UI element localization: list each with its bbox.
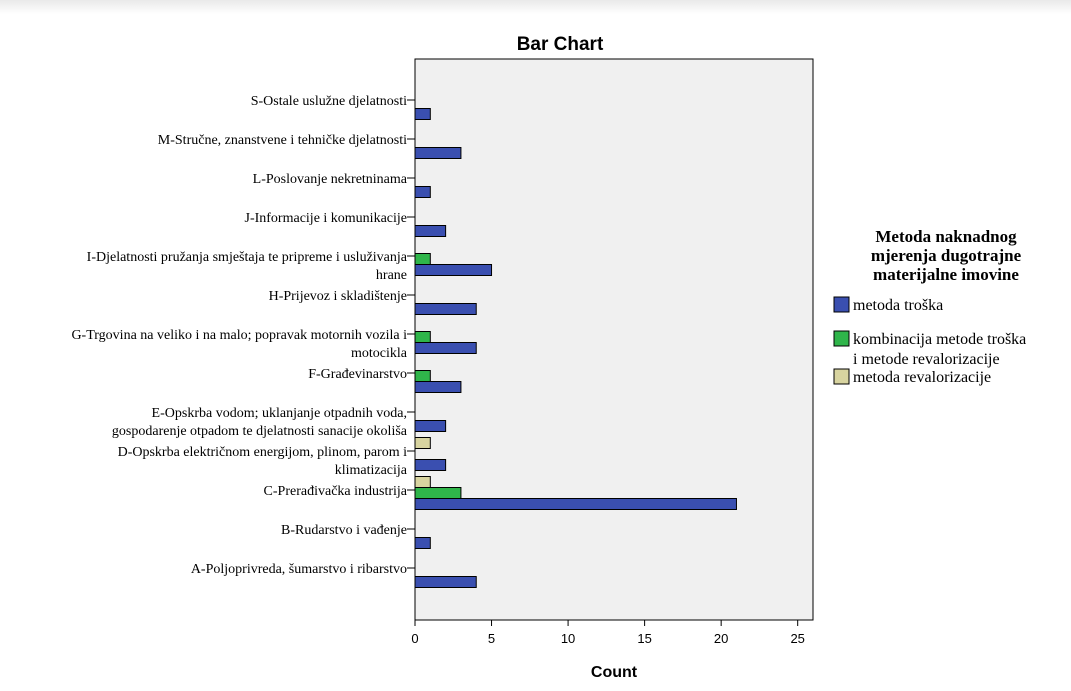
- y-tick-label: H-Prijevoz i skladištenje: [269, 289, 407, 304]
- y-tick-label: B-Rudarstvo i vađenje: [281, 523, 407, 538]
- plot-area: [414, 58, 814, 621]
- legend-swatch: [833, 368, 850, 385]
- y-tick-label-line: B-Rudarstvo i vađenje: [281, 523, 407, 538]
- y-tick-label-line: J-Informacije i komunikacije: [245, 211, 408, 226]
- chart-title: Bar Chart: [517, 34, 604, 55]
- legend-label: kombinacija metode troška i metode revalo…: [853, 331, 1026, 368]
- y-tick-label-line: S-Ostale uslužne djelatnosti: [251, 94, 407, 109]
- legend-swatch: [833, 330, 850, 347]
- y-tick-label: L-Poslovanje nekretninama: [253, 172, 408, 187]
- x-tick-label: 20: [714, 631, 728, 646]
- bar: [414, 108, 431, 120]
- x-tick-label: 15: [637, 631, 651, 646]
- legend-label-line: metoda troška: [853, 297, 943, 314]
- bar: [414, 186, 431, 198]
- legend-label-line: metoda revalorizacije: [853, 369, 991, 386]
- y-tick-label-line: D-Opskrba električnom energijom, plinom,…: [118, 445, 408, 460]
- y-tick-label: E-Opskrba vodom; uklanjanje otpadnih vod…: [112, 406, 408, 439]
- bar: [414, 303, 477, 315]
- x-axis-label: Count: [591, 664, 638, 681]
- y-tick-label-line: hrane: [376, 268, 407, 283]
- y-tick-label: F-Građevinarstvo: [308, 367, 407, 382]
- y-tick-label: M-Stručne, znanstvene i tehničke djelatn…: [158, 133, 407, 148]
- legend-label-line: kombinacija metode troška: [853, 331, 1026, 348]
- bars-group: [414, 108, 737, 588]
- y-axis: S-Ostale uslužne djelatnosti M-Stručne, z…: [71, 94, 415, 577]
- bar: [414, 331, 431, 343]
- y-tick-label: S-Ostale uslužne djelatnosti: [251, 94, 407, 109]
- y-tick-label-line: motocikla: [351, 346, 408, 361]
- x-tick-label: 5: [488, 631, 495, 646]
- y-tick-label-line: klimatizacija: [335, 463, 408, 478]
- bar: [414, 498, 737, 510]
- legend-title-line: materijalne imovine: [873, 265, 1019, 284]
- y-tick-label: G-Trgovina na veliko i na malo; popravak…: [71, 328, 407, 361]
- y-tick-label: J-Informacije i komunikacije: [245, 211, 408, 226]
- bar: [414, 342, 477, 354]
- legend-title: Metoda naknadnog mjerenja dugotrajne mater…: [871, 227, 1022, 284]
- legend-title-line: mjerenja dugotrajne: [871, 246, 1022, 265]
- legend-label: metoda revalorizacije: [853, 369, 991, 386]
- bar: [414, 476, 431, 488]
- y-tick-label: A-Poljoprivreda, šumarstvo i ribarstvo: [191, 562, 407, 577]
- legend-title-line: Metoda naknadnog: [875, 227, 1017, 246]
- bar: [414, 459, 447, 471]
- legend-label: metoda troška: [853, 297, 943, 314]
- x-axis: 0 5 10 15 20 25: [411, 620, 805, 646]
- bar: [414, 381, 462, 393]
- bar: [414, 420, 447, 432]
- y-tick-label-line: A-Poljoprivreda, šumarstvo i ribarstvo: [191, 562, 407, 577]
- bar: [414, 225, 447, 237]
- x-tick-label: 0: [411, 631, 418, 646]
- y-tick-label-line: M-Stručne, znanstvene i tehničke djelatn…: [158, 133, 407, 148]
- bar: [414, 576, 477, 588]
- y-tick-label-line: gospodarenje otpadom te djelatnosti sana…: [112, 424, 408, 439]
- y-tick-label-line: F-Građevinarstvo: [308, 367, 407, 382]
- bar: [414, 253, 431, 265]
- x-tick-label: 25: [790, 631, 804, 646]
- bar: [414, 147, 462, 159]
- y-tick-label: I-Djelatnosti pružanja smještaja te prip…: [87, 250, 408, 283]
- bar: [414, 264, 493, 276]
- y-tick-label-line: C-Prerađivačka industrija: [264, 484, 408, 499]
- x-tick-label: 10: [561, 631, 575, 646]
- y-tick-label: D-Opskrba električnom energijom, plinom,…: [118, 445, 408, 478]
- y-tick-label-line: I-Djelatnosti pružanja smještaja te prip…: [87, 250, 408, 265]
- y-tick-label-line: L-Poslovanje nekretninama: [253, 172, 408, 187]
- y-tick-label-line: H-Prijevoz i skladištenje: [269, 289, 407, 304]
- bar: [414, 437, 431, 449]
- legend-swatch: [833, 296, 850, 313]
- bar: [414, 487, 462, 499]
- y-tick-label: C-Prerađivačka industrija: [264, 484, 408, 499]
- y-tick-label-line: G-Trgovina na veliko i na malo; popravak…: [71, 328, 407, 343]
- legend: Metoda naknadnog mjerenja dugotrajne mater…: [833, 227, 1026, 386]
- y-tick-label-line: E-Opskrba vodom; uklanjanje otpadnih vod…: [152, 406, 407, 421]
- bar: [414, 370, 431, 382]
- bar: [414, 537, 431, 549]
- legend-label-line: i metode revalorizacije: [853, 351, 1000, 368]
